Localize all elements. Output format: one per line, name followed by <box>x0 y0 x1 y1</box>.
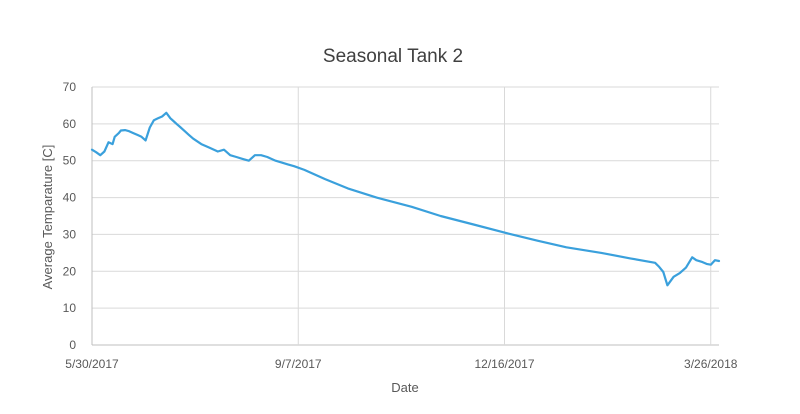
y-tick-label: 70 <box>63 80 77 94</box>
y-tick-label: 50 <box>63 154 77 168</box>
y-tick-label: 60 <box>63 117 77 131</box>
y-axis-title: Average Temparature [C] <box>40 145 55 290</box>
chart-title: Seasonal Tank 2 <box>323 46 463 67</box>
y-tick-label: 10 <box>63 301 77 315</box>
y-axis-ticks: 0 10 20 30 40 50 60 70 <box>63 80 77 352</box>
x-tick-label: 12/16/2017 <box>474 357 534 371</box>
y-tick-label: 40 <box>63 191 77 205</box>
y-tick-label: 30 <box>63 227 77 241</box>
x-tick-label: 3/26/2018 <box>684 357 738 371</box>
x-tick-label: 9/7/2017 <box>275 357 322 371</box>
series <box>90 111 721 287</box>
x-axis-ticks: 5/30/2017 9/7/2017 12/16/2017 3/26/2018 <box>65 357 737 371</box>
x-tick-label: 5/30/2017 <box>65 357 119 371</box>
x-axis-title: Date <box>391 380 418 395</box>
y-tick-label: 0 <box>69 338 76 352</box>
gridlines <box>91 86 719 346</box>
series-line-0 <box>90 111 721 287</box>
y-tick-label: 20 <box>63 264 77 278</box>
